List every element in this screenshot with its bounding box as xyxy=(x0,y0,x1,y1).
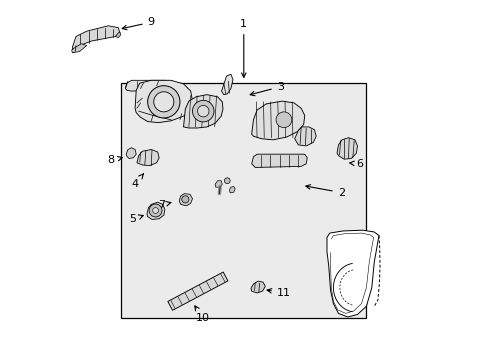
Text: 2: 2 xyxy=(305,185,344,198)
Circle shape xyxy=(152,208,158,213)
Text: 4: 4 xyxy=(131,174,143,189)
Polygon shape xyxy=(215,181,222,187)
Bar xyxy=(121,83,366,318)
Circle shape xyxy=(192,100,214,122)
Text: 6: 6 xyxy=(349,159,363,169)
Polygon shape xyxy=(126,148,136,158)
Polygon shape xyxy=(135,80,192,123)
Text: 8: 8 xyxy=(107,155,122,165)
Polygon shape xyxy=(326,230,378,317)
Polygon shape xyxy=(137,149,159,166)
Circle shape xyxy=(182,196,188,203)
Polygon shape xyxy=(72,44,86,53)
Polygon shape xyxy=(167,272,227,310)
Circle shape xyxy=(197,105,208,117)
Polygon shape xyxy=(72,26,120,53)
Polygon shape xyxy=(179,194,192,206)
Polygon shape xyxy=(251,101,304,140)
Text: 10: 10 xyxy=(194,306,210,323)
Circle shape xyxy=(276,112,291,128)
Polygon shape xyxy=(229,186,235,193)
Circle shape xyxy=(147,86,180,118)
Polygon shape xyxy=(294,127,316,146)
Text: 7: 7 xyxy=(158,200,170,210)
Polygon shape xyxy=(147,202,164,220)
Text: 9: 9 xyxy=(122,17,155,30)
Polygon shape xyxy=(250,281,265,293)
Text: 1: 1 xyxy=(240,19,247,77)
Polygon shape xyxy=(336,138,357,159)
Polygon shape xyxy=(115,32,121,38)
Text: 11: 11 xyxy=(266,288,290,298)
Circle shape xyxy=(153,92,174,112)
Circle shape xyxy=(149,204,162,217)
Polygon shape xyxy=(251,154,306,167)
Circle shape xyxy=(224,178,230,184)
Polygon shape xyxy=(125,80,171,91)
Text: 3: 3 xyxy=(250,82,283,96)
Text: 5: 5 xyxy=(129,215,143,224)
Polygon shape xyxy=(221,74,233,95)
Polygon shape xyxy=(183,95,223,128)
